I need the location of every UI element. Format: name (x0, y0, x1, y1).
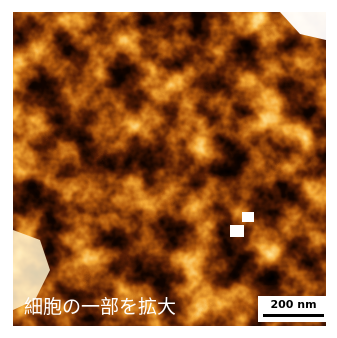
scale-bar (263, 314, 324, 317)
bright-spot (242, 212, 254, 222)
scale-bar-label: 200 nm (270, 298, 316, 311)
texture (13, 12, 326, 326)
micrograph (13, 12, 326, 326)
caption: 細胞の一部を拡大 (24, 296, 176, 318)
figure: 細胞の一部を拡大 200 nm (0, 0, 337, 338)
page: 細胞の一部を拡大 200 nm (() => { const data = JS… (0, 0, 337, 338)
bright-spot (230, 225, 244, 237)
